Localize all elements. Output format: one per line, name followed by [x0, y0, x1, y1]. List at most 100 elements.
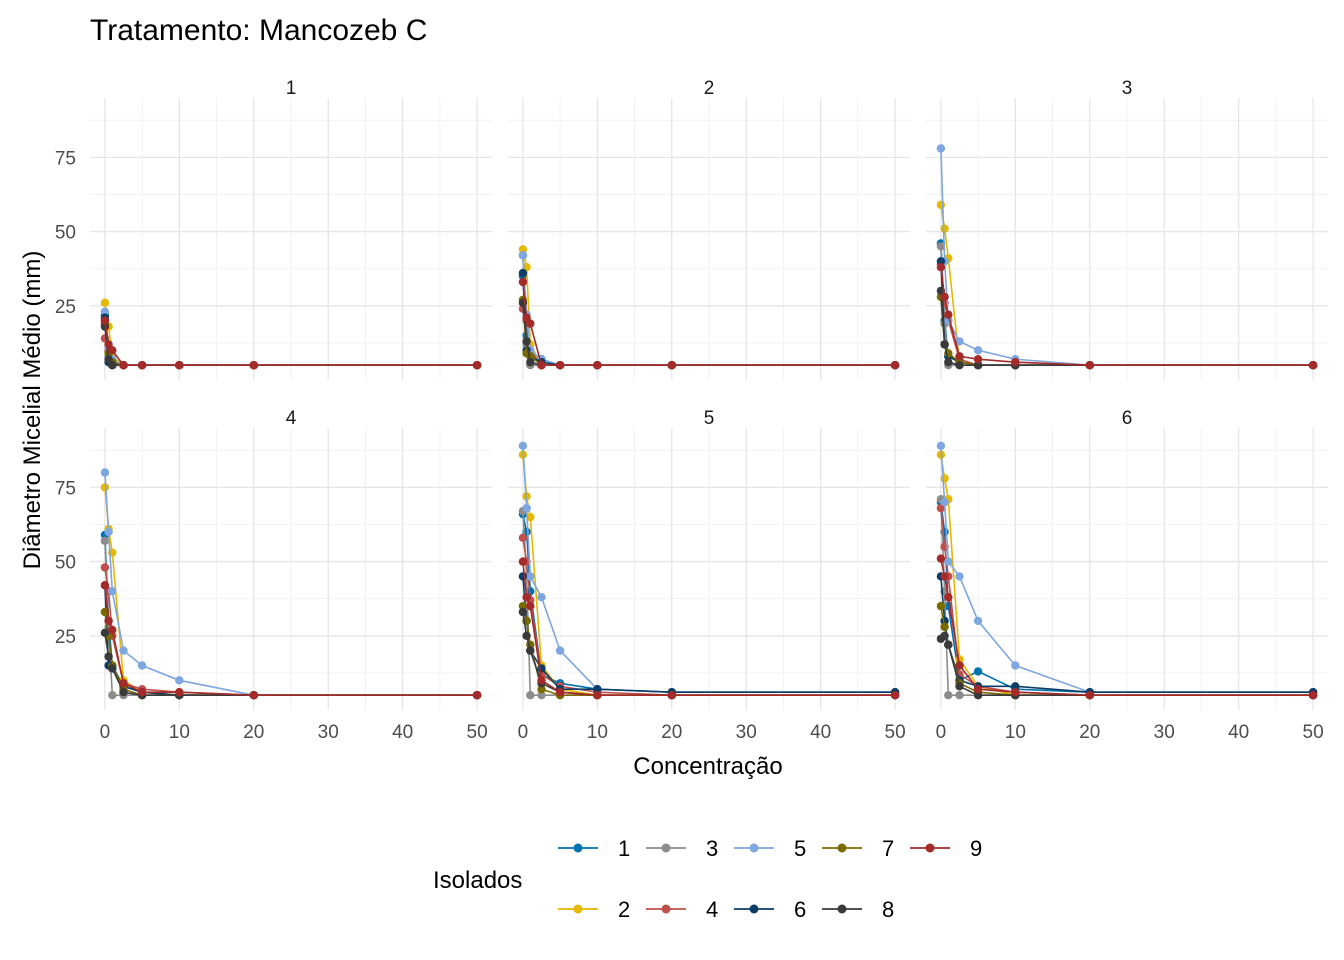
- data-point: [526, 572, 535, 581]
- data-point: [518, 557, 528, 566]
- data-point: [100, 483, 110, 492]
- data-point: [518, 251, 528, 260]
- data-point: [537, 685, 546, 694]
- legend-item-9: 9: [910, 836, 982, 861]
- data-point: [100, 298, 110, 307]
- data-point: [555, 688, 565, 697]
- data-point: [100, 468, 110, 477]
- data-point: [936, 554, 946, 563]
- legend-item-7: 7: [822, 836, 894, 861]
- legend-label: 9: [970, 836, 982, 861]
- legend-label: 5: [794, 836, 806, 861]
- data-point: [936, 242, 946, 251]
- data-point: [175, 676, 184, 685]
- series-9: [518, 557, 900, 700]
- series-9: [936, 263, 1318, 370]
- data-point: [973, 355, 983, 364]
- panel-strip-label: 3: [1122, 78, 1133, 99]
- data-point: [936, 441, 946, 450]
- panel-3: 3: [926, 78, 1328, 380]
- data-point: [108, 587, 117, 596]
- legend-label: 3: [706, 836, 718, 861]
- data-point: [108, 361, 117, 370]
- x-tick-label: 40: [1228, 722, 1249, 743]
- data-point: [100, 322, 110, 331]
- data-point: [955, 661, 964, 670]
- data-point: [104, 616, 113, 626]
- data-point: [940, 572, 949, 581]
- data-point: [593, 685, 602, 694]
- series-5: [100, 468, 482, 700]
- data-point: [955, 682, 964, 691]
- data-point: [537, 593, 546, 602]
- series-line: [940, 445, 1314, 694]
- data-point: [555, 646, 565, 655]
- y-axis-label: Diâmetro Micelial Médio (mm): [19, 251, 46, 570]
- panel-6: 6 0 10 20 30 40 50: [926, 408, 1328, 743]
- data-point: [1308, 361, 1318, 370]
- data-point: [522, 503, 531, 513]
- legend-key-point: [573, 904, 583, 914]
- data-point: [1011, 661, 1020, 670]
- data-point: [537, 361, 546, 370]
- series-9: [936, 554, 1318, 700]
- data-point: [100, 628, 110, 637]
- data-point: [100, 316, 110, 325]
- data-point: [518, 533, 528, 542]
- x-tick-label: 10: [1005, 722, 1026, 743]
- data-point: [119, 646, 128, 655]
- data-point: [940, 631, 949, 640]
- data-point: [973, 667, 983, 676]
- panel-strip-label: 2: [704, 78, 715, 99]
- data-point: [940, 292, 949, 302]
- data-point: [526, 646, 535, 655]
- panel-2: 2: [508, 78, 910, 380]
- data-point: [522, 593, 531, 602]
- data-point: [973, 685, 983, 694]
- legend-title: Isolados: [433, 867, 522, 894]
- data-point: [944, 593, 953, 602]
- data-point: [936, 257, 946, 266]
- data-point: [518, 572, 528, 581]
- data-point: [100, 307, 110, 316]
- data-point: [944, 557, 953, 566]
- data-point: [119, 679, 128, 688]
- data-point: [955, 572, 964, 581]
- data-point: [944, 640, 953, 649]
- data-point: [108, 664, 117, 673]
- series-9: [100, 581, 482, 700]
- legend-key-point: [661, 904, 671, 914]
- data-point: [518, 441, 528, 450]
- y-tick-label: 25: [55, 297, 76, 318]
- data-point: [119, 361, 128, 370]
- x-tick-label: 30: [318, 722, 339, 743]
- data-point: [104, 355, 113, 364]
- data-point: [137, 661, 147, 670]
- legend-item-3: 3: [646, 836, 718, 861]
- series-9: [518, 277, 900, 370]
- data-point: [940, 622, 949, 632]
- data-point: [104, 652, 113, 661]
- x-tick-label: 30: [1154, 722, 1175, 743]
- x-tick-label: 20: [661, 722, 682, 743]
- x-tick-label: 20: [1079, 722, 1100, 743]
- data-point: [522, 337, 531, 346]
- data-point: [249, 361, 258, 370]
- legend-item-5: 5: [734, 836, 806, 861]
- x-tick-label: 10: [169, 722, 190, 743]
- data-point: [940, 498, 949, 507]
- x-tick-label: 40: [392, 722, 413, 743]
- data-point: [137, 361, 147, 370]
- data-point: [955, 691, 964, 700]
- data-point: [472, 691, 482, 700]
- panel-strip-label: 5: [704, 408, 715, 429]
- legend-key-point: [925, 843, 935, 853]
- panel-strip-label: 4: [286, 408, 297, 429]
- legend-item-6: 6: [734, 897, 806, 922]
- data-point: [1011, 682, 1020, 691]
- data-point: [100, 563, 110, 572]
- y-tick-label: 50: [55, 553, 76, 574]
- x-tick-label: 0: [936, 722, 947, 743]
